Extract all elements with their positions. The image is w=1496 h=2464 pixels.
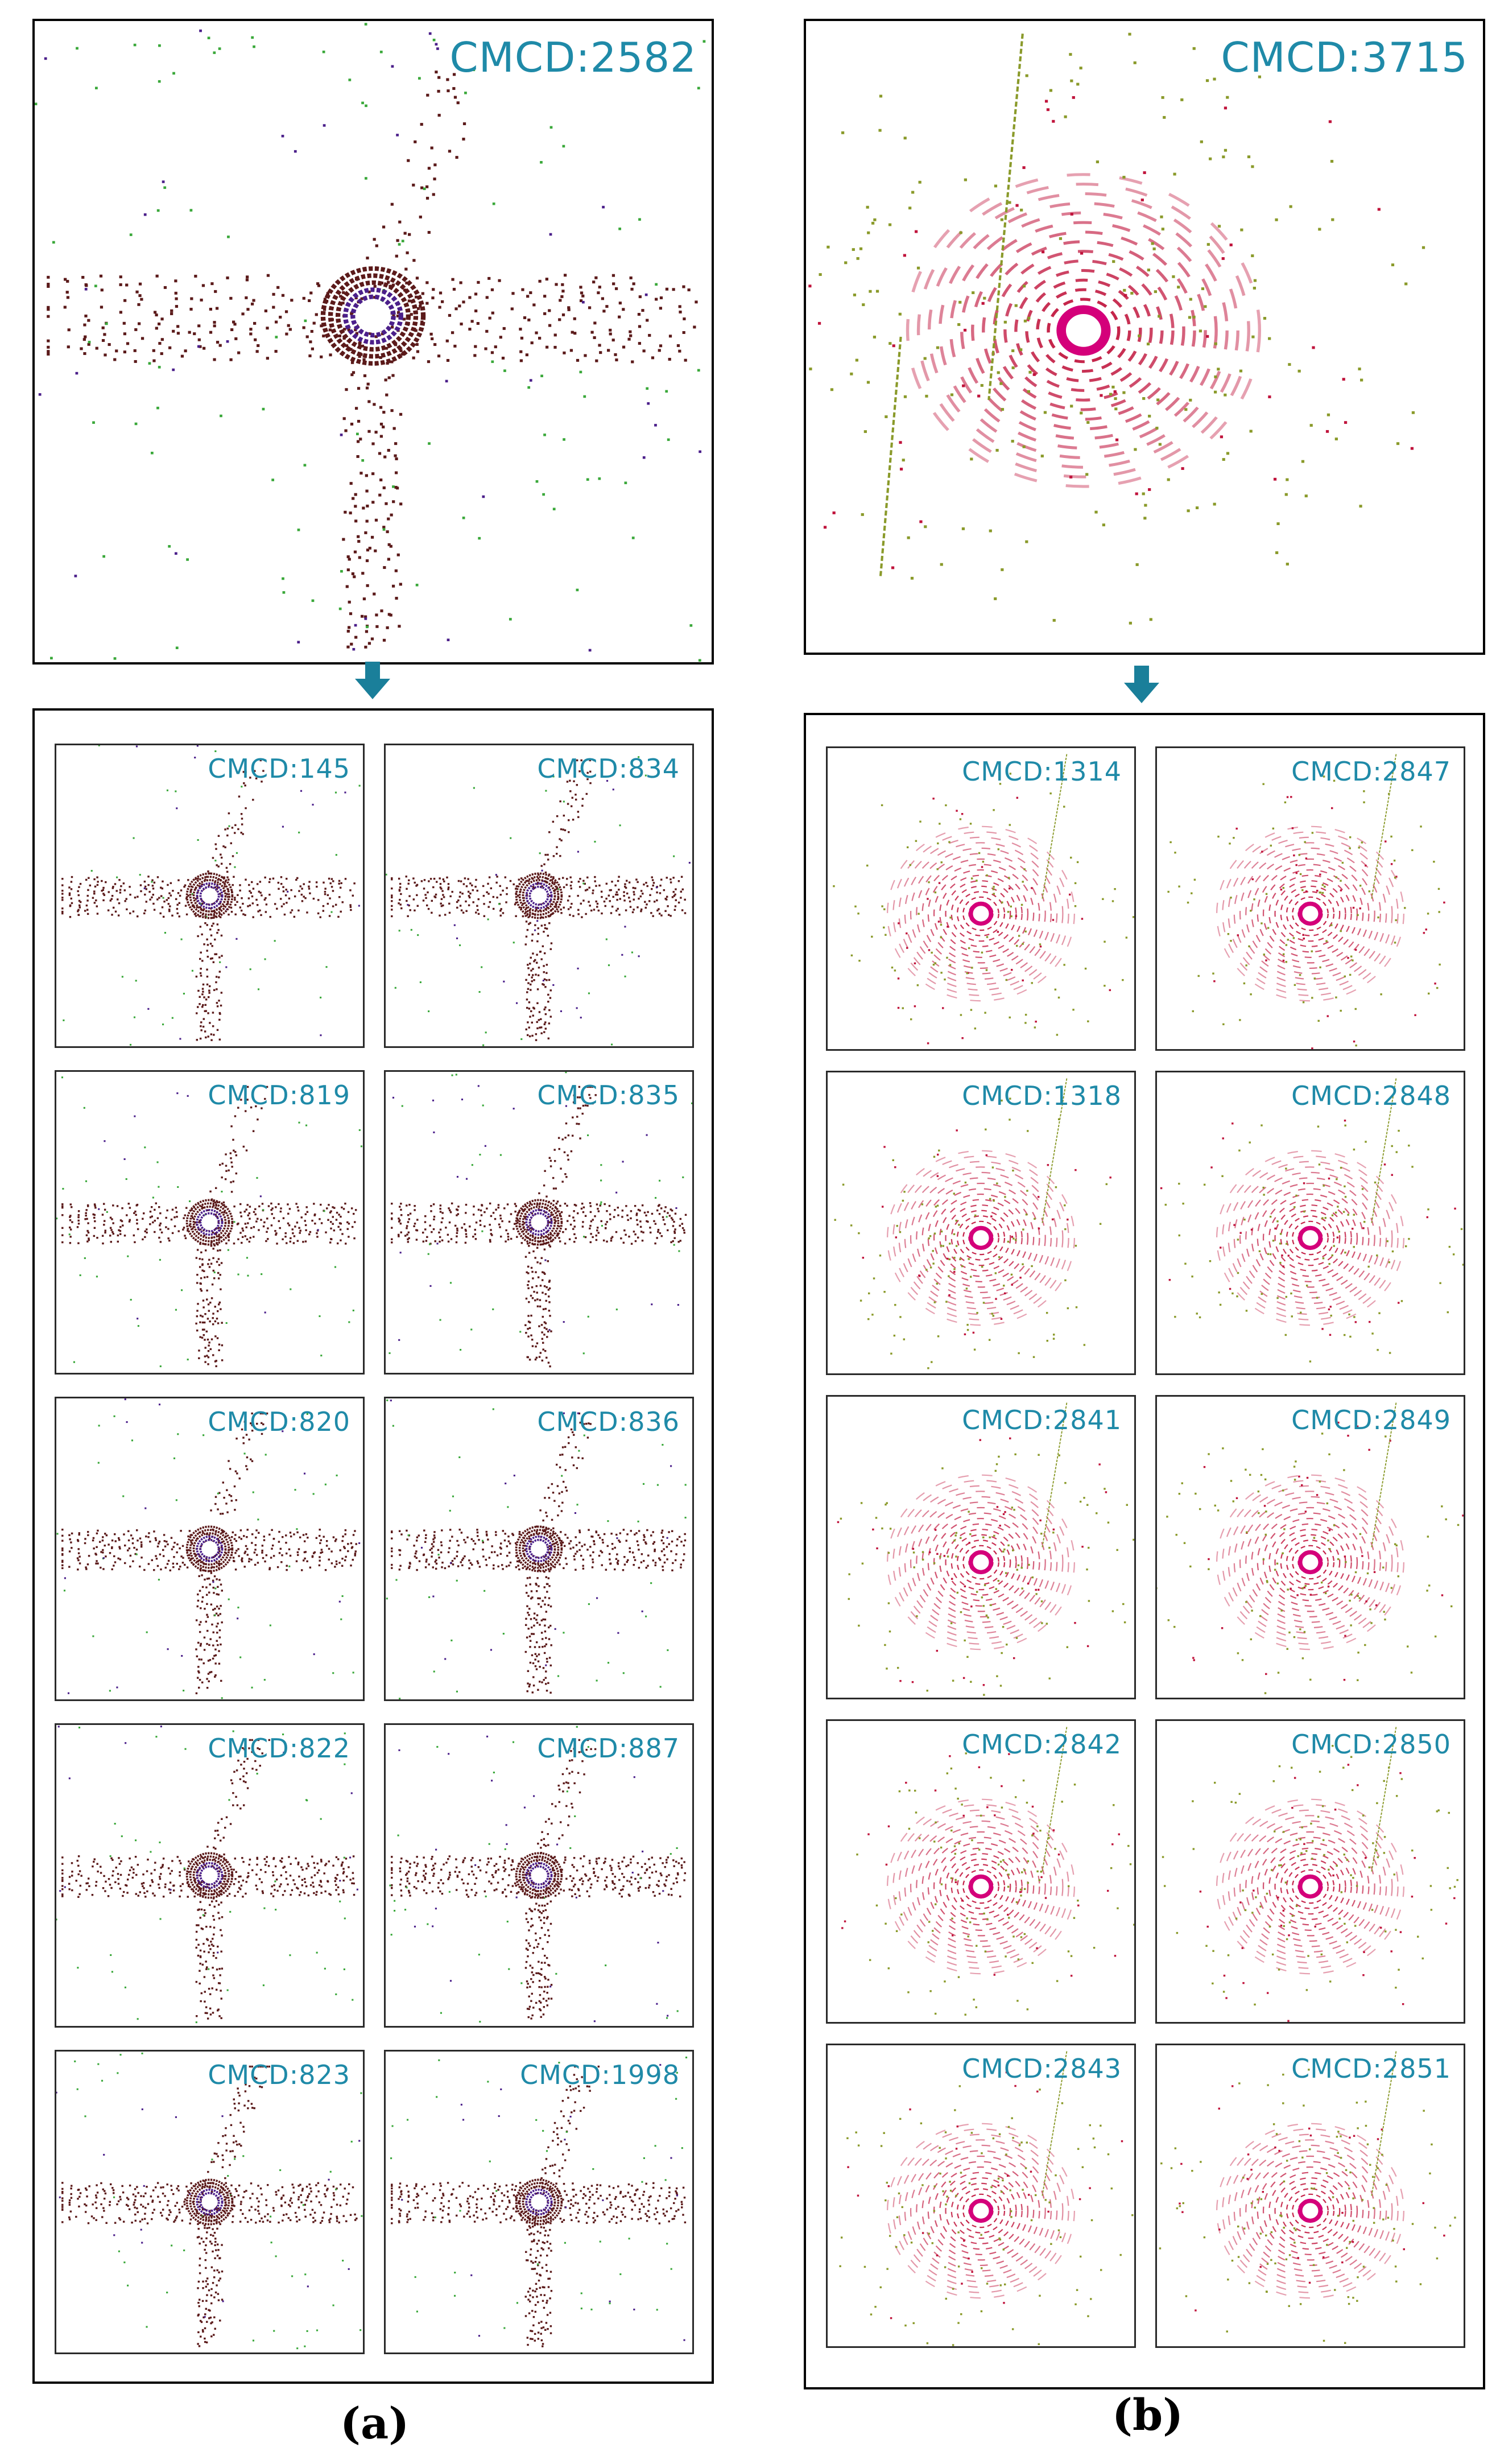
tile-label: CMCD:2843 [962, 2053, 1122, 2084]
point-cloud-tile [837, 1402, 1134, 1696]
point-cloud-tile [56, 1076, 363, 1368]
caption-a: (a) [340, 2398, 410, 2449]
point-cloud-a-main [35, 23, 706, 662]
panel-b-tile: CMCD:2843 [826, 2044, 1136, 2348]
tile-label: CMCD:1998 [520, 2059, 680, 2090]
point-cloud-tile [56, 1726, 358, 2024]
panel-b-main-label: CMCD:3715 [1221, 34, 1468, 81]
tile-label: CMCD:2848 [1291, 1080, 1451, 1111]
tile-label: CMCD:2842 [962, 1729, 1122, 1760]
point-cloud-tile [389, 1726, 687, 2023]
point-cloud-tile [1157, 1402, 1464, 1694]
panel-b-tile: CMCD:2850 [1155, 1719, 1465, 2024]
tile-label: CMCD:145 [208, 753, 350, 784]
panel-a-tile: CMCD:819 [55, 1070, 365, 1375]
down-arrow-icon-b [1124, 666, 1159, 703]
panel-a-tile: CMCD:820 [55, 1397, 365, 1701]
tile-label: CMCD:836 [537, 1406, 680, 1437]
panel-a-tile: CMCD:834 [384, 744, 694, 1048]
panel-b-tile: CMCD:2847 [1155, 746, 1465, 1051]
point-cloud-tile [386, 1399, 687, 1699]
panel-a-tile: CMCD:823 [55, 2050, 365, 2354]
point-cloud-b-main [808, 32, 1425, 625]
point-cloud-tile [1159, 2051, 1456, 2344]
panel-b-tile: CMCD:2851 [1155, 2044, 1465, 2348]
panel-a-tile: CMCD:836 [384, 1397, 694, 1701]
down-arrow-icon-a [355, 662, 390, 699]
point-cloud-tile [61, 745, 361, 1046]
point-cloud-tile [834, 1078, 1111, 1369]
tile-label: CMCD:2847 [1291, 756, 1451, 787]
point-cloud-tile [839, 2051, 1134, 2346]
caption-b: (b) [1112, 2389, 1184, 2440]
panel-b-tile: CMCD:1318 [826, 1071, 1136, 1375]
tile-label: CMCD:834 [537, 753, 680, 784]
point-cloud-tile [1160, 1078, 1464, 1363]
tile-label: CMCD:2851 [1291, 2053, 1451, 2084]
point-cloud-tile [841, 1727, 1134, 2016]
point-cloud-tile [389, 1072, 692, 1368]
panel-a-grid-frame: CMCD:145 CMCD:834 CMCD:819 CMCD:835 CMCD… [32, 708, 714, 2384]
panel-b-tile: CMCD:2849 [1155, 1395, 1465, 1699]
tile-label: CMCD:2850 [1291, 1729, 1451, 1760]
panel-a-tile: CMCD:1998 [384, 2050, 694, 2354]
tile-label: CMCD:819 [208, 1080, 350, 1111]
point-cloud-tile [56, 2052, 363, 2350]
panel-b-tile: CMCD:2848 [1155, 1071, 1465, 1375]
panel-b-tile: CMCD:2841 [826, 1395, 1136, 1699]
point-cloud-tile [56, 1398, 361, 1699]
panel-a-main-frame: CMCD:2582 [32, 19, 714, 665]
tile-label: CMCD:820 [208, 1406, 350, 1437]
point-cloud-tile [386, 756, 691, 1046]
point-cloud-tile [1162, 1727, 1458, 2022]
tile-label: CMCD:887 [537, 1733, 680, 1764]
panel-a-tile: CMCD:145 [55, 744, 365, 1048]
panel-b-main-frame: CMCD:3715 [804, 19, 1485, 655]
point-cloud-tile [390, 2056, 688, 2347]
panel-a-tile: CMCD:887 [384, 1723, 694, 2028]
point-cloud-tile [833, 754, 1134, 1045]
panel-a-tile: CMCD:822 [55, 1723, 365, 2028]
tile-label: CMCD:822 [208, 1733, 350, 1764]
tile-label: CMCD:2841 [962, 1405, 1122, 1435]
panel-a-tile: CMCD:835 [384, 1070, 694, 1375]
panel-b-grid-frame: CMCD:1314 CMCD:2847 CMCD:1318 CMCD:2848 … [804, 713, 1485, 2389]
tile-label: CMCD:823 [208, 2059, 350, 2090]
tile-label: CMCD:1314 [962, 756, 1122, 787]
panel-a-main-scan: CMCD:2582 [35, 21, 712, 662]
panel-b-main-scan: CMCD:3715 [806, 21, 1483, 653]
tile-label: CMCD:1318 [962, 1080, 1122, 1111]
tile-label: CMCD:835 [537, 1080, 680, 1111]
tile-label: CMCD:2849 [1291, 1405, 1451, 1435]
panel-a-main-label: CMCD:2582 [449, 34, 697, 81]
point-cloud-tile [1167, 754, 1445, 1049]
panel-b-tile: CMCD:2842 [826, 1719, 1136, 2024]
panel-b-tile: CMCD:1314 [826, 746, 1136, 1051]
